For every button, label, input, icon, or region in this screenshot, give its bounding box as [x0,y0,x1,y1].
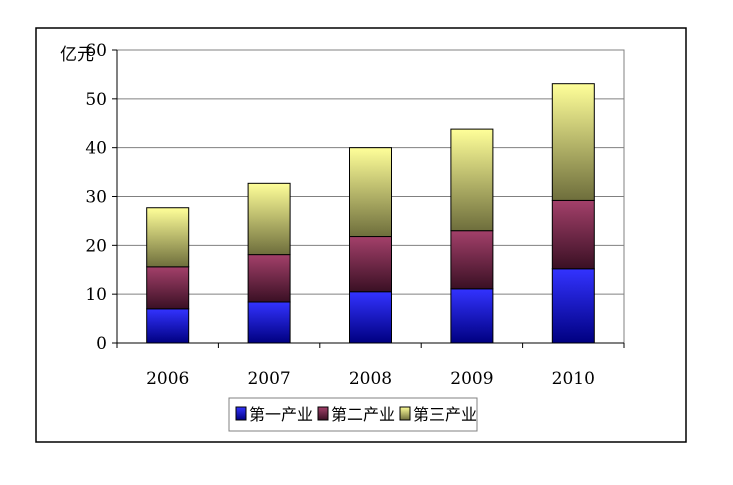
legend-label: 第二产业 [331,405,395,424]
y-tick-label: 0 [96,334,107,354]
x-tick-label: 2007 [247,369,290,389]
legend-label: 第一产业 [249,405,313,424]
bar-2007-series-1 [247,301,291,344]
y-tick-label: 50 [85,90,107,110]
bar-2008-series-2 [349,236,392,293]
legend-swatch [399,406,411,421]
bar-2007-series-2 [247,254,291,303]
bar-layer [146,83,595,344]
legend-swatch [235,406,247,421]
bar-2006-series-3 [146,207,190,268]
legend: 第一产业 第二产业 第三产业 [228,397,478,432]
bar-2010-series-2 [551,199,595,270]
y-tick-label: 10 [85,285,107,305]
x-tick-label: 2006 [146,369,189,389]
x-tick-label: 2010 [552,369,595,389]
legend-label: 第三产业 [413,405,477,424]
legend-swatch [317,406,329,421]
x-tick-label: 2008 [349,369,392,389]
y-tick-label: 20 [85,236,107,256]
bar-2006-series-1 [146,308,190,344]
bar-2006-series-2 [146,266,190,310]
bar-2010-series-3 [551,83,595,201]
bar-2008-series-1 [349,291,392,344]
y-tick-label: 60 [85,41,107,61]
axis-layer: 0 10 20 30 40 50 60 2006 2007 2008 2009 2010 [85,41,625,389]
bar-2008-series-3 [349,147,392,238]
bar-2007-series-3 [247,182,291,256]
y-tick-label: 40 [85,139,107,159]
y-tick-label: 30 [85,188,107,208]
legend-box [228,397,478,432]
bar-2010-series-1 [551,268,595,344]
bar-2009-series-1 [450,288,494,344]
bar-2009-series-3 [450,128,494,232]
x-tick-label: 2009 [450,369,493,389]
bar-2009-series-2 [450,230,494,290]
y-axis-label: 亿元 [60,45,94,65]
